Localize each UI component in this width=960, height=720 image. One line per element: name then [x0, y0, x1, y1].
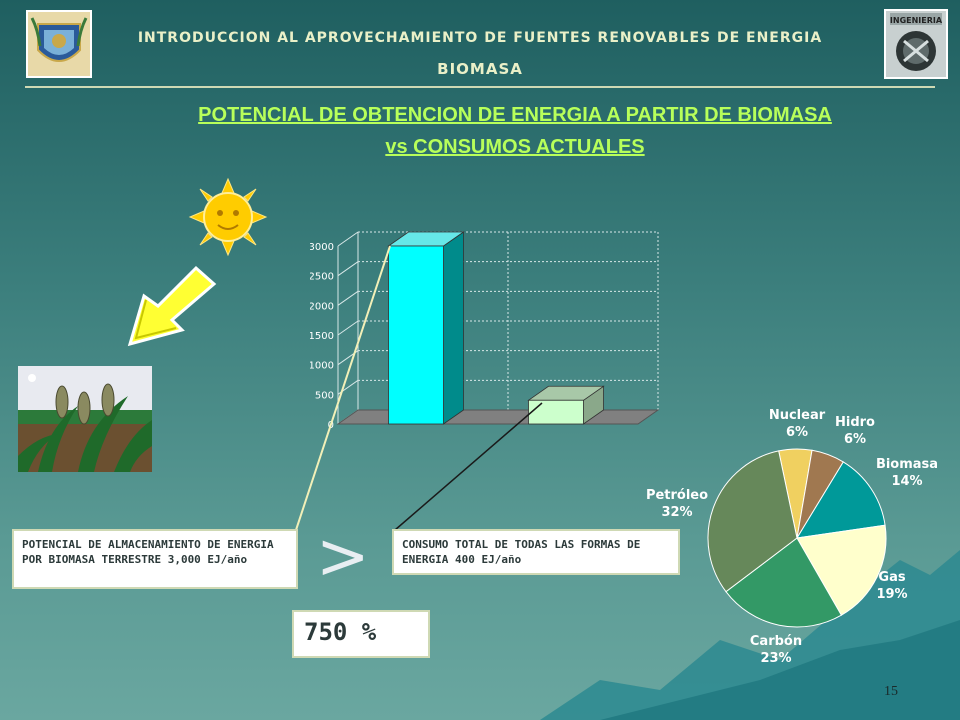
bar-chart: 050010001500200025003000 [310, 231, 660, 431]
page-number: 15 [884, 684, 898, 699]
bar-ytick-label-5: 2500 [310, 272, 334, 283]
pie-percent-3: 19% [876, 587, 907, 602]
pie-slice-3 [796, 524, 887, 616]
topic-title: BIOMASA [437, 60, 523, 78]
biomass-plants-image [18, 366, 152, 472]
pie-label-2: Biomasa [876, 457, 938, 472]
pie-label-1: Hidro [835, 415, 875, 430]
pie-percent-1: 6% [844, 432, 866, 447]
pie-percent-2: 14% [891, 474, 922, 489]
pie-percent-4: 23% [760, 651, 791, 666]
bar-0 [388, 245, 444, 425]
bar-gridline-side-5 [337, 261, 359, 277]
slide-title-line2: vs CONSUMOS ACTUALES [385, 136, 645, 158]
ingenieria-logo-text: INGENIERIA [890, 16, 943, 25]
percent-box: 750 % [292, 610, 430, 658]
slide-title-line1: POTENCIAL DE OBTENCION DE ENERGIA A PART… [198, 104, 832, 126]
header-divider [25, 86, 935, 88]
course-title: INTRODUCCION AL APROVECHAMIENTO DE FUENT… [137, 30, 823, 46]
bar-gridline-side-4 [337, 290, 359, 306]
bar-ytick-label-2: 1000 [310, 361, 334, 372]
pie-percent-0: 6% [786, 425, 808, 440]
pie-label-5: Petróleo [646, 488, 708, 503]
pie-slice-2 [796, 461, 886, 539]
greater-than-symbol: > [316, 520, 370, 594]
pie-slice-5 [707, 450, 798, 593]
bar-ytick-label-3: 1500 [310, 331, 334, 342]
sun-icon [186, 175, 270, 259]
bar-gridline-side-3 [337, 320, 359, 336]
connector-consumption [394, 402, 543, 531]
pie-slice-4 [725, 537, 843, 628]
ingenieria-logo: INGENIERIA [884, 9, 948, 79]
bar-ytick-label-1: 500 [315, 390, 334, 401]
bar-ytick-label-4: 2000 [310, 301, 334, 312]
pie-label-0: Nuclear [769, 408, 826, 423]
pie-label-4: Carbón [750, 634, 802, 649]
pie-label-3: Gas [878, 570, 905, 585]
bar-ytick-label-6: 3000 [310, 242, 334, 253]
connector-potential [295, 245, 391, 531]
unam-logo [26, 10, 92, 78]
bar-gridline-side-6 [337, 231, 359, 247]
yellow-arrow-icon [126, 254, 220, 350]
bar-1 [528, 399, 584, 425]
potential-box: POTENCIAL DE ALMACENAMIENTO DE ENERGIA P… [12, 529, 298, 589]
pie-percent-5: 32% [661, 505, 692, 520]
consumption-box: CONSUMO TOTAL DE TODAS LAS FORMAS DE ENE… [392, 529, 680, 575]
pie-chart: Nuclear 6% Hidro 6% Biomasa 14% Gas 19% Carbón 23… [646, 408, 938, 666]
